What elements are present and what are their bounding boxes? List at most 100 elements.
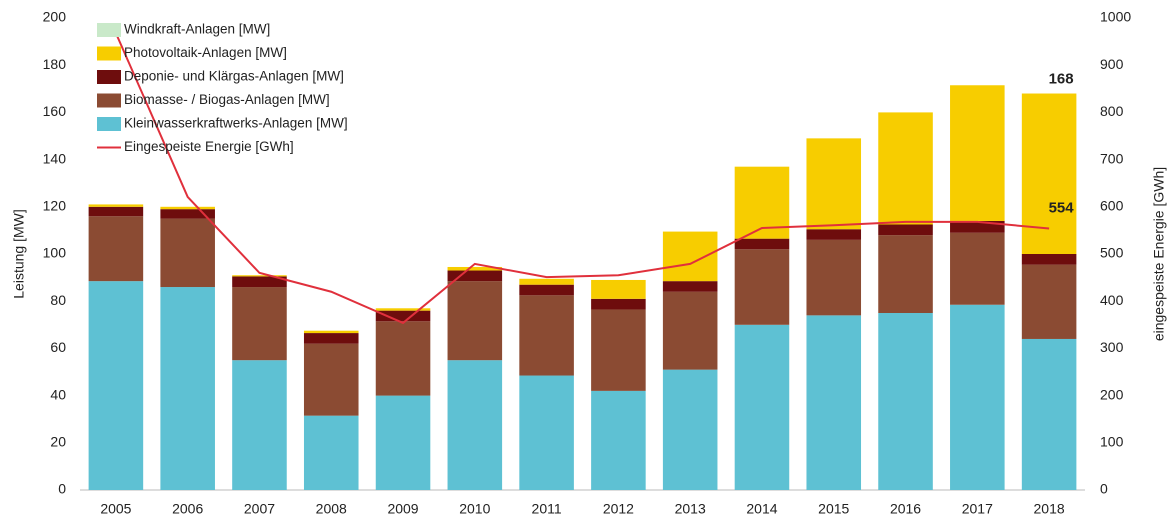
y-tick-label: 20 [50, 434, 66, 450]
y-tick-label: 140 [43, 150, 67, 166]
line-series [114, 32, 1050, 325]
bar-segment [160, 206, 215, 210]
bar-segment [806, 138, 862, 230]
y-tick-label: 160 [43, 103, 67, 119]
bar-segment [1021, 264, 1077, 339]
bar-segment [662, 369, 718, 490]
legend-swatch [97, 23, 121, 37]
bar-segment [734, 324, 790, 490]
bar-segment [950, 304, 1005, 490]
bar-segment [232, 287, 287, 361]
bar-segment [519, 295, 574, 376]
legend-label: Kleinwasserkraftwerks-Anlagen [MW] [124, 116, 348, 131]
y-axis-label: Leistung [MW] [11, 209, 27, 298]
bar-segment [662, 231, 718, 282]
bar-segment [806, 229, 862, 240]
x-tick-label: 2007 [244, 501, 275, 517]
bar-segment [662, 291, 718, 370]
y2-tick-label: 900 [1100, 56, 1124, 72]
bar-segment [950, 232, 1005, 305]
bar-segment [1021, 338, 1077, 490]
y-tick-label: 180 [43, 56, 67, 72]
y-tick-label: 80 [50, 292, 66, 308]
x-tick-label: 2017 [962, 501, 993, 517]
y2-tick-label: 700 [1100, 150, 1124, 166]
x-tick-label: 2008 [316, 501, 347, 517]
bar-segment [519, 284, 574, 296]
x-tick-label: 2014 [746, 501, 777, 517]
y-tick-label: 200 [43, 9, 67, 25]
legend-label: Eingespeiste Energie [GWh] [124, 139, 294, 154]
x-tick-label: 2006 [172, 501, 203, 517]
bar-segment [88, 216, 144, 282]
x-tick-label: 2011 [532, 501, 562, 517]
y2-tick-label: 300 [1100, 339, 1124, 355]
bar-segment [232, 276, 287, 288]
legend-label: Windkraft-Anlagen [MW] [124, 22, 270, 37]
x-tick-label: 2013 [675, 501, 706, 517]
bar-segment [160, 287, 215, 490]
y-tick-label: 60 [50, 339, 66, 355]
data-label: 554 [1049, 199, 1075, 216]
bar-segment [734, 238, 790, 250]
bar-segment [878, 112, 933, 225]
y-tick-label: 120 [43, 198, 67, 214]
legend-swatch [97, 117, 121, 131]
bar-segment [88, 206, 144, 217]
bar-segment [375, 308, 431, 311]
bar-segment [1021, 93, 1077, 255]
y2-tick-label: 100 [1100, 434, 1124, 450]
y2-tick-label: 0 [1100, 481, 1108, 497]
bar-segment [806, 239, 862, 316]
y-tick-label: 0 [58, 481, 66, 497]
legend-label: Photovoltaik-Anlagen [MW] [124, 45, 287, 60]
x-tick-label: 2016 [890, 501, 921, 517]
y2-tick-label: 600 [1100, 198, 1124, 214]
bar-segment [303, 333, 359, 344]
bar-segment [734, 249, 790, 325]
bar-segment [375, 321, 431, 396]
bar-segment [447, 266, 503, 271]
x-tick-label: 2010 [459, 501, 490, 517]
bar-segment [303, 415, 359, 490]
bar-segment [375, 310, 431, 322]
y2-tick-label: 1000 [1100, 9, 1131, 25]
bar-segment [950, 85, 1005, 221]
annotation: 168 [1049, 70, 1074, 87]
x-tick-label: 2012 [603, 501, 634, 517]
x-tick-label: 2009 [387, 501, 418, 517]
legend-swatch [97, 46, 121, 61]
y-tick-label: 100 [43, 245, 67, 261]
legend-label: Biomasse- / Biogas-Anlagen [MW] [124, 92, 330, 107]
legend-label: Deponie- und Klärgas-Anlagen [MW] [124, 69, 344, 84]
bar-segment [519, 278, 574, 285]
bar-segment [591, 390, 646, 490]
bar-segment [303, 330, 359, 334]
y2-tick-label: 400 [1100, 292, 1124, 308]
y2-tick-label: 200 [1100, 386, 1124, 402]
bar-segment [88, 281, 144, 490]
y-tick-label: 40 [50, 386, 66, 402]
bar-segment [591, 298, 646, 310]
bar-segment [950, 220, 1005, 233]
y2-tick-label: 500 [1100, 245, 1124, 261]
bar-segment [1021, 254, 1077, 265]
bar-segment [878, 313, 933, 490]
bar-segment [88, 204, 144, 207]
bar-segment [232, 275, 287, 277]
legend-swatch [97, 70, 121, 84]
bar-segment [591, 279, 646, 299]
x-tick-label: 2015 [818, 501, 849, 517]
bar-segment [447, 281, 503, 361]
bar-segment [160, 218, 215, 288]
bar-segment [662, 281, 718, 292]
bar-segment [232, 360, 287, 490]
bar-segment [160, 209, 215, 219]
x-tick-label: 2018 [1034, 501, 1065, 517]
bar-segment [447, 360, 503, 490]
legend-swatch [97, 93, 121, 108]
bar-segment [375, 395, 431, 490]
y2-axis-label: eingespeiste Energie [GWh] [1151, 167, 1167, 341]
bar-segment [303, 343, 359, 416]
